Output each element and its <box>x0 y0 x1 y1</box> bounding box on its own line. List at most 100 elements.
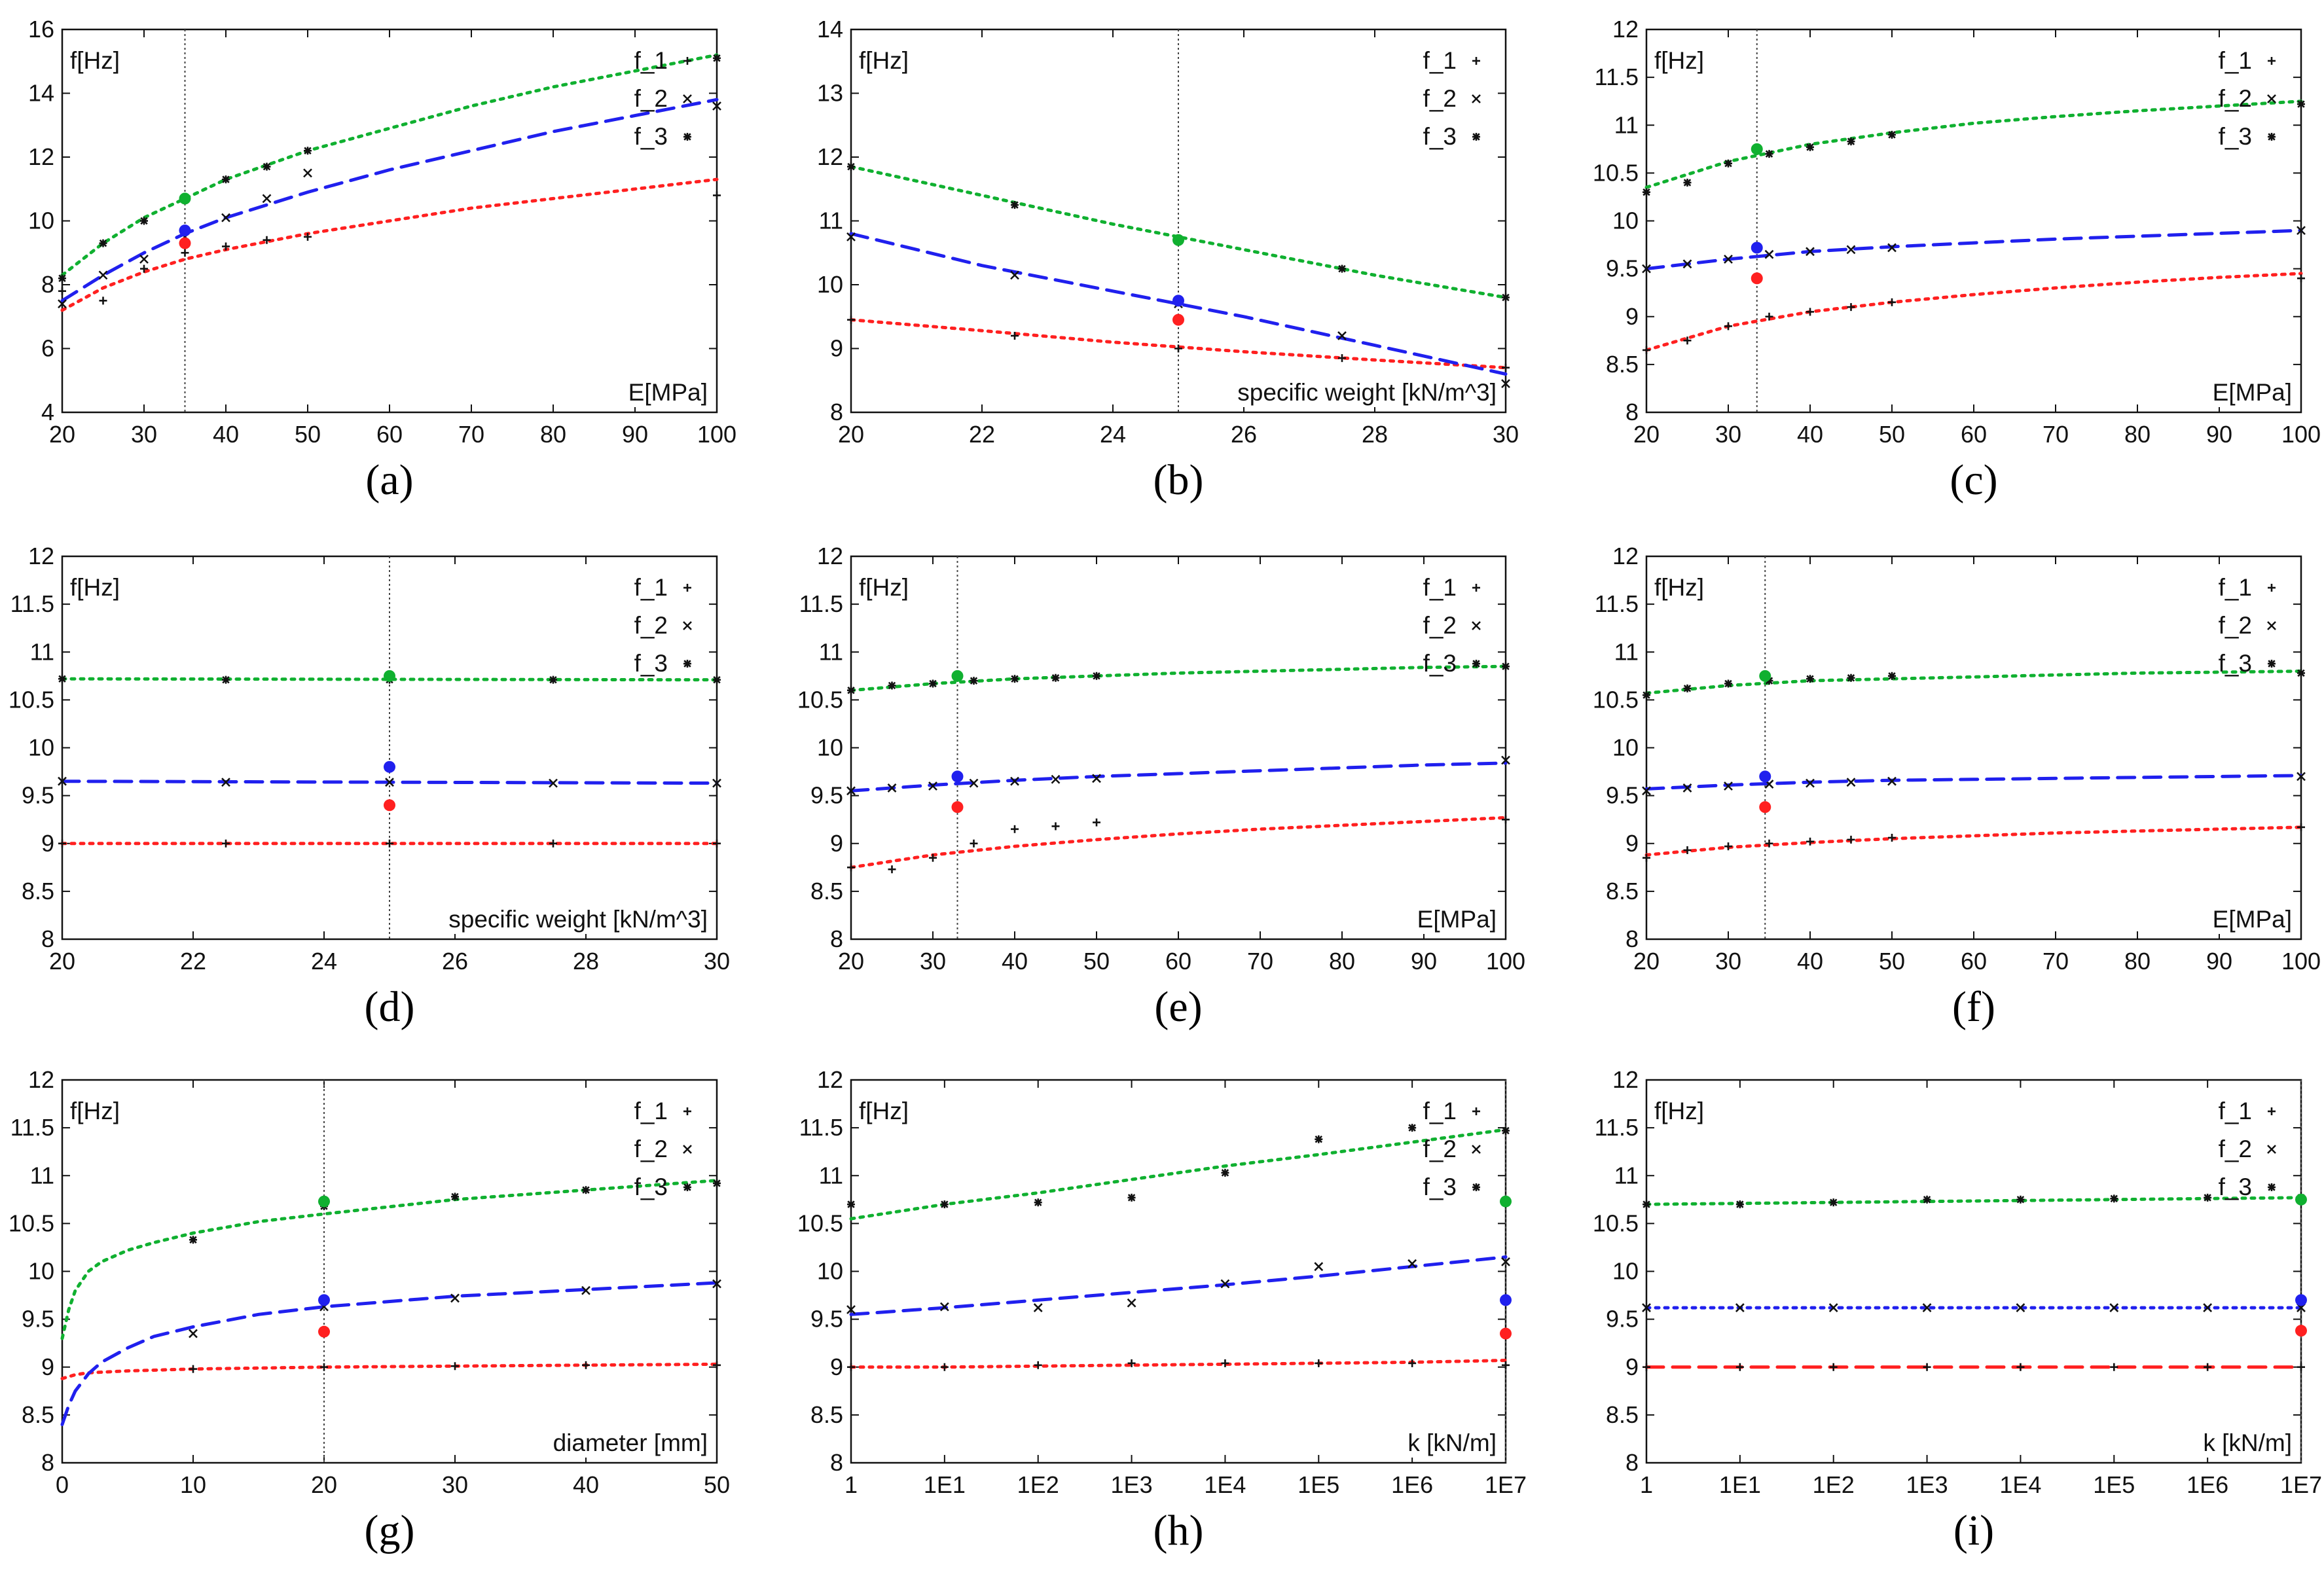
data-point-f_1 <box>222 839 230 848</box>
x-tick-label: 26 <box>442 948 468 975</box>
data-point-f_1 <box>1765 312 1773 321</box>
data-point-f_3 <box>1011 201 1019 209</box>
legend-marker-f_3 <box>1472 660 1480 668</box>
data-point-f_1 <box>1221 1359 1229 1367</box>
y-tick-label: 12 <box>28 143 54 170</box>
reference-point-f1 <box>1500 1327 1512 1340</box>
x-tick-label: 24 <box>1100 421 1126 448</box>
x-tick-label: 90 <box>622 421 648 448</box>
x-tick-label: 1E5 <box>2093 1471 2135 1498</box>
x-tick-label: 1E5 <box>1298 1471 1339 1498</box>
data-point-f_3 <box>1829 1198 1838 1207</box>
data-point-f_3 <box>1847 137 1855 146</box>
data-point-f_3 <box>888 681 896 690</box>
data-point-f_3 <box>58 675 66 683</box>
chart-panel-e: 8 8.5 9 9.5 10 10.5 11 11.5 12 20 30 40 50 60 70 80 90 10… <box>797 543 1525 1031</box>
legend-marker-f_1 <box>1472 57 1480 65</box>
data-point-f_2 <box>1806 247 1815 257</box>
series-curve-f_1 <box>849 815 1508 869</box>
x-tick-label: 30 <box>920 948 946 975</box>
data-point-f_2 <box>1642 786 1651 796</box>
chart-panel-c: 8 8.5 9 9.5 10 10.5 11 11.5 12 20 30 40 50 60 70 80 90 10… <box>1593 16 2321 504</box>
data-point-f_3 <box>713 1179 721 1187</box>
data-point-f_2 <box>1922 1303 1932 1312</box>
y-tick-label: 8.5 <box>1606 878 1639 905</box>
legend-marker-f_3 <box>683 1183 691 1191</box>
data-point-f_3 <box>1683 684 1692 692</box>
data-point-f_2 <box>712 101 721 111</box>
data-point-f_3 <box>1724 159 1732 168</box>
data-point-f_3 <box>582 1186 590 1194</box>
x-tick-label: 20 <box>838 948 864 975</box>
data-point-f_2 <box>221 778 230 787</box>
x-tick-label: 1E4 <box>1999 1471 2041 1498</box>
x-axis-label: k [kN/m] <box>1407 1429 1497 1456</box>
legend-label-f_2: f_2 <box>1423 612 1457 639</box>
data-point-f_1 <box>1502 1361 1510 1369</box>
legend-label-f_1: f_1 <box>2219 574 2252 601</box>
reference-point-f3 <box>2295 1193 2307 1206</box>
y-tick-label: 8 <box>830 1449 843 1476</box>
data-point-f_1 <box>847 863 855 872</box>
data-point-f_2 <box>846 786 856 796</box>
y-tick-label: 11.5 <box>1595 63 1639 90</box>
data-point-f_3 <box>940 1200 949 1209</box>
y-tick-label: 11.5 <box>10 1114 54 1141</box>
data-point-f_2 <box>98 270 108 280</box>
data-point-f_2 <box>1642 1303 1651 1312</box>
data-point-f_1 <box>1683 336 1692 345</box>
legend-marker-f_2 <box>683 621 692 630</box>
data-point-f_1 <box>2297 1363 2305 1371</box>
data-point-f_2 <box>1887 243 1897 253</box>
data-point-f_1 <box>304 232 312 241</box>
reference-point-f1 <box>2295 1325 2307 1337</box>
data-point-f_2 <box>1735 1303 1745 1312</box>
y-axis-label: f[Hz] <box>70 1098 120 1124</box>
data-point-f_2 <box>1724 255 1733 264</box>
plot-frame <box>850 555 1507 941</box>
y-tick-label: 13 <box>817 80 843 107</box>
data-point-f_2 <box>846 1305 856 1314</box>
data-point-f_1 <box>1765 839 1773 848</box>
data-point-f_3 <box>263 162 271 171</box>
x-tick-label: 30 <box>1493 421 1519 448</box>
x-tick-label: 20 <box>838 421 864 448</box>
chart-panel-d: 8 8.5 9 9.5 10 10.5 11 11.5 12 20 22 24 26 28 30 f[Hz] s… <box>9 543 730 1031</box>
data-point-f_1 <box>582 1361 590 1369</box>
data-point-f_1 <box>1502 363 1510 372</box>
legend-label-f_2: f_2 <box>634 85 668 112</box>
y-tick-label: 10 <box>1612 1258 1639 1285</box>
reference-point-f2 <box>318 1294 330 1306</box>
y-tick-label: 11.5 <box>799 590 843 617</box>
y-tick-label: 11 <box>819 1162 843 1189</box>
data-point-f_2 <box>1501 1257 1510 1266</box>
plot-frame <box>1645 1079 2302 1464</box>
legend-label-f_1: f_1 <box>2219 47 2252 74</box>
legend-marker-f_3 <box>2268 1183 2276 1191</box>
x-tick-label: 30 <box>131 421 157 448</box>
x-tick-label: 100 <box>1486 948 1525 975</box>
reference-point-f2 <box>1751 242 1763 254</box>
x-tick-label: 1E3 <box>1906 1471 1948 1498</box>
y-tick-label: 10.5 <box>1593 686 1639 713</box>
y-tick-label: 4 <box>41 399 54 425</box>
data-point-f_2 <box>1806 778 1815 788</box>
data-point-f_3 <box>1847 673 1855 682</box>
series-curve-f_2 <box>60 98 719 302</box>
data-point-f_1 <box>713 191 721 200</box>
data-point-f_2 <box>1828 1303 1838 1312</box>
data-point-f_1 <box>847 315 855 324</box>
panel-caption: (b) <box>1153 456 1204 504</box>
x-axis-label-bg <box>549 1428 712 1458</box>
x-tick-label: 24 <box>311 948 337 975</box>
data-point-f_3 <box>1806 675 1814 683</box>
y-tick-label: 8.5 <box>22 878 54 905</box>
y-tick-label: 9 <box>1625 303 1639 330</box>
y-tick-label: 9 <box>1625 1353 1639 1380</box>
data-point-f_3 <box>1643 1200 1650 1209</box>
y-tick-label: 9 <box>830 1353 843 1380</box>
data-point-f_1 <box>1888 833 1896 842</box>
y-tick-label: 12 <box>1612 1066 1639 1093</box>
legend-marker-f_3 <box>683 660 691 668</box>
reference-point-f2 <box>951 770 964 783</box>
